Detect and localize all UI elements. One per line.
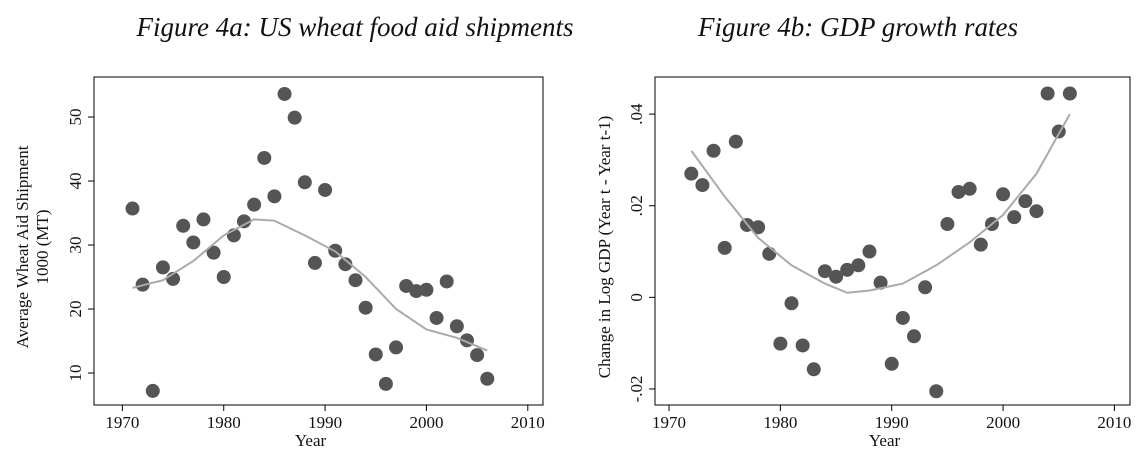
data-point xyxy=(918,280,933,295)
data-point xyxy=(962,181,977,196)
y-axis-label: Average Wheat Aid Shipment xyxy=(13,145,32,348)
y-tick-label: 40 xyxy=(66,173,85,190)
data-point xyxy=(449,319,464,334)
data-point xyxy=(695,178,710,193)
data-point xyxy=(419,282,434,297)
data-point xyxy=(429,310,444,325)
y-tick-label: 10 xyxy=(66,365,85,382)
y-tick-label: .02 xyxy=(627,195,646,216)
data-point xyxy=(257,150,272,165)
data-point xyxy=(186,235,201,250)
plot-frame xyxy=(654,76,1131,406)
y-tick-label: 20 xyxy=(66,301,85,318)
fit-line xyxy=(690,113,1071,294)
y-tick-label: -.02 xyxy=(627,376,646,403)
data-point xyxy=(940,217,955,232)
data-point xyxy=(378,376,393,391)
data-point xyxy=(895,310,910,325)
plot-frame xyxy=(93,76,544,406)
y-axis-label: Change in Log GDP (Year t - Year t-1) xyxy=(595,116,614,379)
data-point xyxy=(773,336,788,351)
data-point xyxy=(706,143,721,158)
x-tick-label: 2000 xyxy=(409,413,443,432)
data-point xyxy=(851,258,866,273)
y-tick-label: 30 xyxy=(66,237,85,254)
y-axis-label: 1000 (MT) xyxy=(33,209,52,284)
data-point xyxy=(1062,86,1077,101)
fit-line xyxy=(132,218,488,352)
data-point xyxy=(237,214,252,229)
data-point xyxy=(389,340,404,355)
data-point xyxy=(318,182,333,197)
data-point xyxy=(216,270,231,284)
data-point xyxy=(873,275,888,290)
y-tick-label: .04 xyxy=(627,103,646,125)
x-tick-label: 1990 xyxy=(308,413,342,432)
data-point xyxy=(929,384,944,399)
data-point xyxy=(297,175,312,190)
data-point xyxy=(176,218,191,233)
data-point xyxy=(1040,86,1055,101)
data-point xyxy=(196,212,211,227)
chart-title: Figure 4b: GDP growth rates xyxy=(697,12,1018,42)
data-point xyxy=(795,338,810,353)
data-point xyxy=(287,110,302,125)
y-tick-label: 0 xyxy=(627,293,646,302)
data-point xyxy=(1007,210,1022,225)
x-tick-label: 1980 xyxy=(763,413,797,432)
data-point xyxy=(338,257,353,272)
data-point xyxy=(368,347,383,362)
data-point xyxy=(884,356,899,371)
x-tick-label: 2010 xyxy=(511,413,545,432)
data-point xyxy=(951,184,966,199)
data-point xyxy=(817,264,832,279)
data-point xyxy=(348,273,363,288)
data-point xyxy=(751,220,766,235)
data-point xyxy=(996,187,1011,202)
data-point xyxy=(1018,194,1033,209)
data-point xyxy=(307,255,322,270)
data-point xyxy=(973,237,988,252)
x-tick-label: 1970 xyxy=(105,413,139,432)
data-point xyxy=(784,296,799,311)
data-point xyxy=(439,274,454,289)
data-point xyxy=(145,383,160,398)
x-axis-label: Year xyxy=(869,431,901,450)
data-point xyxy=(277,86,292,101)
data-point xyxy=(470,348,485,363)
data-point xyxy=(480,371,495,386)
data-point xyxy=(684,166,699,181)
x-tick-label: 1990 xyxy=(875,413,909,432)
data-point xyxy=(762,246,777,261)
data-point xyxy=(206,245,221,260)
data-point xyxy=(806,362,821,377)
data-point xyxy=(906,329,921,344)
x-tick-label: 1980 xyxy=(207,413,241,432)
data-point xyxy=(717,240,732,255)
x-axis-label: Year xyxy=(295,431,327,450)
chart-title: Figure 4a: US wheat food aid shipments xyxy=(136,12,574,42)
data-point xyxy=(840,262,855,277)
data-point xyxy=(125,201,140,216)
data-point xyxy=(358,300,373,315)
data-point xyxy=(829,269,844,284)
x-tick-label: 2000 xyxy=(986,413,1020,432)
data-point xyxy=(267,189,282,204)
data-point xyxy=(862,244,877,259)
data-point xyxy=(728,134,743,149)
y-tick-label: 50 xyxy=(66,109,85,126)
x-tick-label: 1970 xyxy=(652,413,686,432)
x-tick-label: 2010 xyxy=(1097,413,1131,432)
data-point xyxy=(155,260,170,275)
data-point xyxy=(247,197,262,212)
data-point xyxy=(1029,204,1044,219)
